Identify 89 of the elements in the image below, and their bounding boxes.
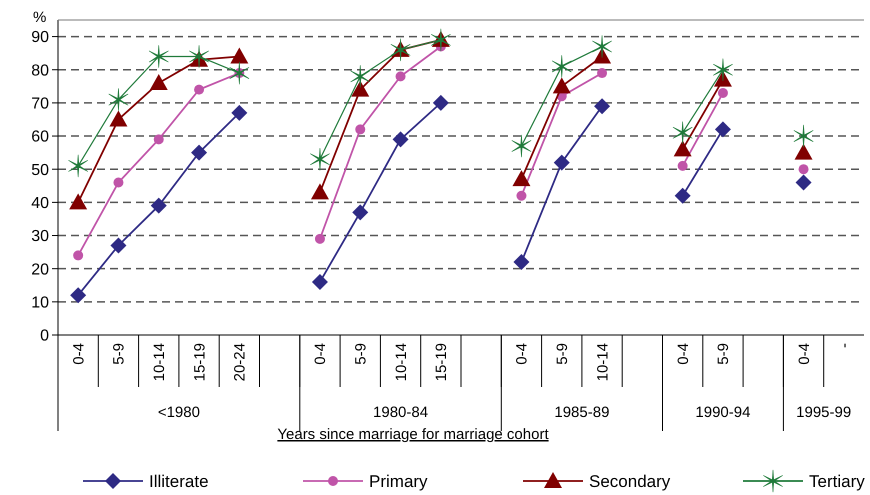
point xyxy=(355,124,366,134)
x-tick-label: 5-9 xyxy=(554,343,571,365)
point xyxy=(674,140,692,156)
text: 1980-84 xyxy=(373,404,428,421)
text: 1990-94 xyxy=(695,404,750,421)
x-tick-label: 0-4 xyxy=(514,343,531,365)
point xyxy=(672,121,692,144)
y-axis-title: % xyxy=(33,9,46,26)
point xyxy=(231,104,248,121)
point xyxy=(113,177,124,188)
point xyxy=(110,237,126,254)
legend-label: Secondary xyxy=(589,472,671,491)
y-tick-label: 60 xyxy=(31,128,50,146)
x-tick-label: 15-19 xyxy=(191,343,208,382)
legend-label: Tertiary xyxy=(809,472,866,491)
point xyxy=(194,84,204,95)
point xyxy=(310,183,329,200)
point xyxy=(70,287,86,304)
point xyxy=(794,144,813,160)
y-tick-label: 20 xyxy=(31,261,50,278)
point xyxy=(230,47,248,64)
point xyxy=(798,164,809,174)
point xyxy=(189,45,209,68)
point xyxy=(512,170,530,186)
point xyxy=(312,274,328,290)
y-tick-label: 80 xyxy=(31,62,50,80)
point xyxy=(154,134,164,144)
point xyxy=(512,134,532,158)
point xyxy=(150,74,168,90)
x-tick-label: 5-9 xyxy=(352,343,370,365)
x-tick-label: 5-9 xyxy=(110,343,128,365)
x-tick-label: 0-4 xyxy=(70,343,88,365)
point xyxy=(314,234,325,244)
y-tick-label: 0 xyxy=(40,328,50,345)
point xyxy=(148,45,169,68)
text: 1985-89 xyxy=(554,404,610,421)
point xyxy=(678,160,688,171)
x-tick-label: 0-4 xyxy=(674,343,692,365)
point xyxy=(516,190,526,201)
x-axis-title: Years since marriage for marriage cohort xyxy=(277,426,550,443)
x-tick-label: 10-14 xyxy=(594,343,612,382)
point xyxy=(552,77,571,94)
point xyxy=(552,55,572,78)
x-tick-label: 0-4 xyxy=(312,343,330,365)
point xyxy=(351,80,370,97)
point xyxy=(794,124,814,148)
point xyxy=(108,88,128,111)
y-tick-label: 30 xyxy=(31,228,50,246)
point xyxy=(432,94,449,111)
legend-label: Illiterate xyxy=(149,472,209,491)
y-tick-label: 90 xyxy=(31,29,50,46)
point xyxy=(310,148,330,171)
point xyxy=(68,154,88,178)
x-tick-label: 20-24 xyxy=(232,343,249,382)
y-tick-label: 70 xyxy=(31,95,50,112)
x-tick-label: 5-9 xyxy=(715,343,732,365)
point xyxy=(230,62,250,84)
point xyxy=(554,154,570,171)
x-tick-label: - xyxy=(836,343,854,348)
point xyxy=(513,254,530,270)
point xyxy=(713,58,733,82)
x-tick-label: 0-4 xyxy=(796,343,813,365)
point xyxy=(431,28,451,52)
point xyxy=(674,188,691,204)
point xyxy=(350,65,370,88)
point xyxy=(73,250,84,260)
point xyxy=(714,121,731,138)
x-tick-label: 15-19 xyxy=(433,343,450,382)
point xyxy=(109,110,128,126)
y-tick-label: 50 xyxy=(31,162,50,179)
point xyxy=(592,35,612,58)
text: 1995-99 xyxy=(796,404,852,421)
point xyxy=(150,198,167,214)
text: <1980 xyxy=(158,404,200,421)
y-tick-label: 40 xyxy=(31,194,50,212)
x-tick-label: 10-14 xyxy=(151,343,168,382)
x-tick-label: 10-14 xyxy=(392,343,410,382)
point xyxy=(396,71,406,82)
y-tick-label: 10 xyxy=(31,294,50,312)
point xyxy=(718,88,728,98)
point xyxy=(594,98,610,114)
point xyxy=(597,68,608,78)
point xyxy=(69,193,88,210)
point xyxy=(796,174,812,190)
point xyxy=(392,131,409,148)
legend-label: Primary xyxy=(369,472,428,491)
point xyxy=(390,38,410,62)
point xyxy=(191,144,208,161)
point xyxy=(352,204,368,220)
